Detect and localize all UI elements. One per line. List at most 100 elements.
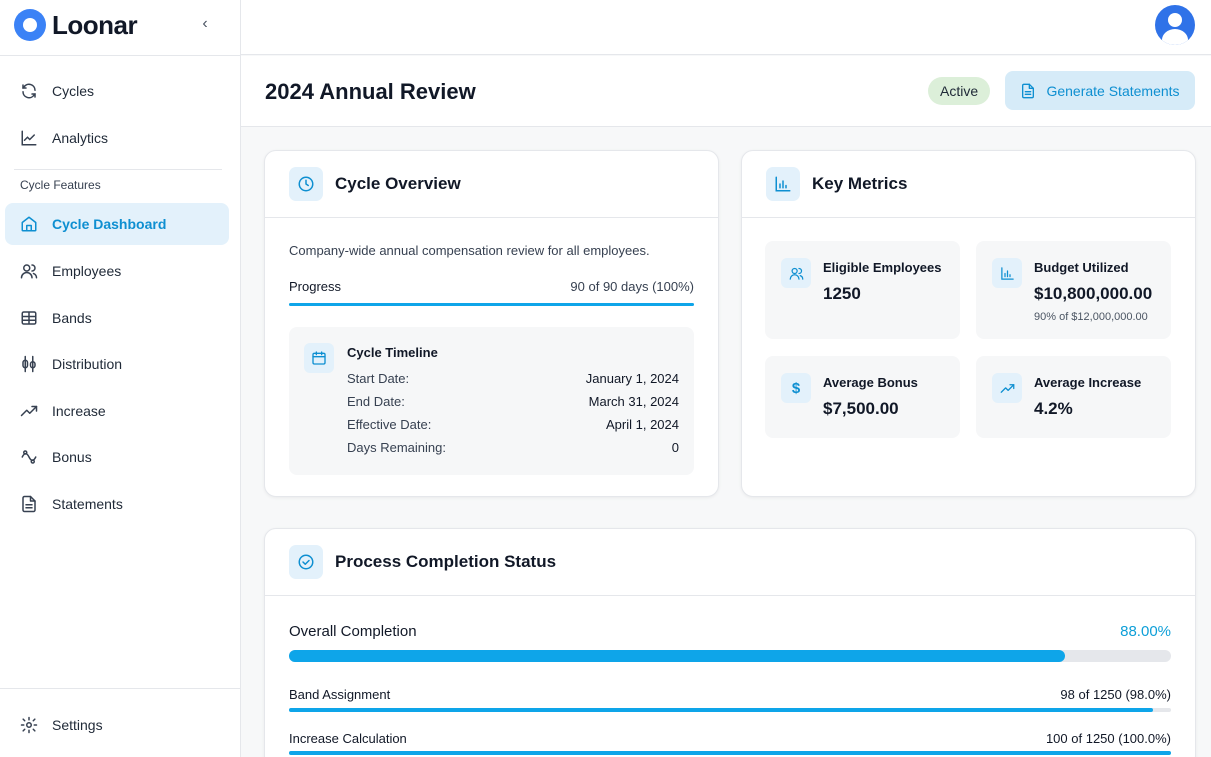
step-value-increase-calculation: 100 of 1250 (100.0%): [1045, 731, 1171, 746]
trending-up-icon: [20, 402, 38, 420]
progress-value: 90 of 90 days (100%): [570, 279, 694, 294]
metric-average-bonus: $ Average Bonus $7,500.00: [765, 356, 960, 438]
process-completion-card: Process Completion Status Overall Comple…: [264, 528, 1196, 757]
overall-completion-bar-fill: [289, 650, 1066, 662]
app-logo[interactable]: Loonar: [14, 8, 138, 42]
progress-label: Progress: [289, 279, 342, 294]
status-badge: Active: [928, 77, 991, 105]
distribution-icon: [20, 355, 38, 373]
metric-average-increase: Average Increase 4.2%: [976, 356, 1171, 438]
timeline-value: 0: [671, 440, 679, 455]
step-bar-band-assignment: [289, 708, 1171, 712]
sidebar-item-label: Employees: [52, 263, 122, 279]
timeline-label: End Date:: [347, 394, 405, 409]
metric-value: 4.2%: [1034, 399, 1073, 418]
sidebar-item-label: Cycles: [52, 83, 95, 99]
refresh-icon: [20, 82, 38, 100]
step-label-band-assignment: Band Assignment: [289, 687, 391, 702]
overall-completion-label: Overall Completion: [289, 623, 417, 640]
sidebar-item-label: Statements: [52, 496, 123, 512]
sidebar-item-bands[interactable]: Bands: [5, 297, 229, 339]
check-circle-icon: [289, 545, 323, 579]
step-bar-fill: [289, 708, 1154, 712]
cycle-description: Company-wide annual compensation review …: [289, 243, 650, 258]
cycle-overview-card: Cycle Overview Company-wide annual compe…: [264, 150, 719, 497]
bar-chart-icon: [766, 167, 800, 201]
sidebar-item-settings[interactable]: Settings: [5, 704, 229, 746]
sidebar-item-increase[interactable]: Increase: [5, 390, 229, 432]
sidebar-section-label: Cycle Features: [20, 178, 101, 192]
gear-icon: [20, 716, 38, 734]
progress-bar: [289, 303, 694, 306]
sidebar-item-label: Bonus: [52, 449, 92, 465]
generate-statements-button[interactable]: Generate Statements: [1005, 71, 1195, 110]
sidebar-item-label: Bands: [52, 310, 92, 326]
cycle-timeline: Cycle Timeline Start Date: January 1, 20…: [289, 327, 694, 475]
metric-label: Average Increase: [1034, 375, 1142, 390]
key-metrics-card: Key Metrics Eligible Employees 1250 Budg…: [741, 150, 1196, 497]
progress-bar-fill: [289, 303, 694, 306]
logo-mark-icon: [14, 9, 46, 41]
sidebar-divider: [14, 169, 222, 170]
bar-chart-icon: [992, 258, 1022, 288]
dollar-icon: $: [781, 373, 811, 403]
sidebar-item-label: Analytics: [52, 130, 109, 146]
app-name: Loonar: [52, 9, 138, 40]
timeline-value: April 1, 2024: [606, 417, 679, 432]
step-bar-fill: [289, 751, 1171, 755]
metric-label: Budget Utilized: [1034, 260, 1129, 275]
timeline-value: January 1, 2024: [585, 371, 679, 386]
sidebar-item-label: Cycle Dashboard: [52, 216, 167, 232]
sidebar-item-cycles[interactable]: Cycles: [5, 70, 229, 112]
timeline-label: Start Date:: [347, 371, 410, 386]
card-header: Key Metrics: [742, 151, 1195, 218]
calendar-icon: [304, 343, 334, 373]
timeline-title: Cycle Timeline: [347, 345, 438, 360]
sidebar-item-label: Increase: [52, 403, 106, 419]
top-header: [241, 0, 1211, 55]
step-bar-increase-calculation: [289, 751, 1171, 755]
line-chart-icon: [20, 129, 38, 147]
sidebar-item-label: Settings: [52, 717, 103, 733]
users-icon: [20, 262, 38, 280]
card-title: Key Metrics: [812, 174, 908, 193]
timeline-label: Days Remaining:: [347, 440, 446, 455]
sidebar-item-distribution[interactable]: Distribution: [5, 343, 229, 385]
sidebar-item-cycle-dashboard[interactable]: Cycle Dashboard: [5, 203, 229, 245]
step-value-band-assignment: 98 of 1250 (98.0%): [1060, 687, 1171, 702]
overall-completion-value: 88.00%: [1120, 623, 1171, 640]
sidebar: Loonar ‹ Cycles Analytics Cycle Features…: [0, 0, 241, 757]
metric-eligible-employees: Eligible Employees 1250: [765, 241, 960, 339]
page-title: 2024 Annual Review: [265, 79, 476, 104]
metric-value: $7,500.00: [823, 399, 899, 418]
sidebar-divider: [0, 688, 241, 689]
metric-value: 1250: [823, 284, 861, 303]
trending-up-icon: [992, 373, 1022, 403]
sidebar-divider: [0, 55, 241, 56]
card-header: Cycle Overview: [265, 151, 718, 218]
metric-label: Average Bonus: [823, 375, 918, 390]
sidebar-item-employees[interactable]: Employees: [5, 250, 229, 292]
document-icon: [1020, 83, 1036, 99]
sidebar-item-statements[interactable]: Statements: [5, 483, 229, 525]
clock-icon: [289, 167, 323, 201]
page-header: 2024 Annual Review Active Generate State…: [241, 56, 1211, 127]
table-icon: [20, 309, 38, 327]
document-icon: [20, 495, 38, 513]
timeline-label: Effective Date:: [347, 417, 432, 432]
collapse-sidebar-chevron-left-icon[interactable]: ‹: [202, 15, 208, 32]
metric-subtext: 90% of $12,000,000.00: [1034, 311, 1148, 323]
sidebar-item-bonus[interactable]: Bonus: [5, 436, 229, 478]
metric-value: $10,800,000.00: [1034, 284, 1153, 303]
metric-label: Eligible Employees: [823, 260, 942, 275]
sidebar-item-label: Distribution: [52, 356, 123, 372]
timeline-row-effective-date: Effective Date: April 1, 2024: [347, 417, 679, 435]
timeline-row-start-date: Start Date: January 1, 2024: [347, 371, 679, 389]
sidebar-item-analytics[interactable]: Analytics: [5, 117, 229, 159]
metric-budget-utilized: Budget Utilized $10,800,000.00 90% of $1…: [976, 241, 1171, 339]
card-title: Cycle Overview: [335, 174, 461, 193]
user-avatar-icon[interactable]: [1155, 5, 1195, 45]
card-title: Process Completion Status: [335, 552, 557, 571]
step-label-increase-calculation: Increase Calculation: [289, 731, 407, 746]
timeline-row-end-date: End Date: March 31, 2024: [347, 394, 679, 412]
